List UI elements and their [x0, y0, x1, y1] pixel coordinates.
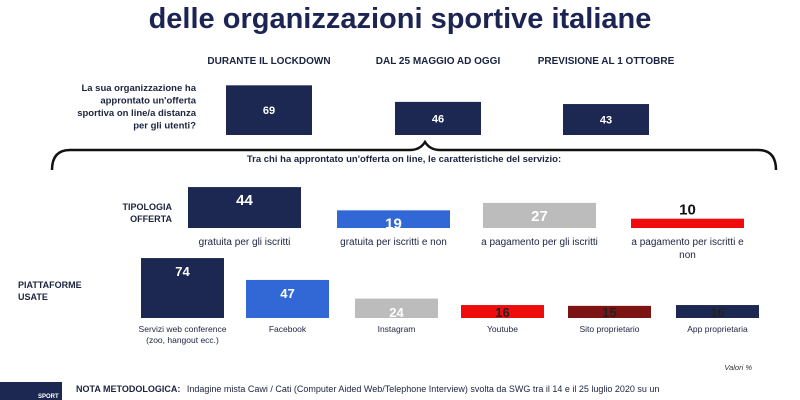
- logo-block: [0, 382, 62, 400]
- bar-piattaforme: [568, 305, 651, 318]
- bar-tipologia: [483, 202, 596, 228]
- category-header: DURANTE IL LOCKDOWN: [207, 56, 330, 67]
- category-label: App proprietaria: [687, 324, 748, 334]
- bar-value-label: 15: [602, 305, 616, 320]
- methodology-note: NOTA METODOLOGICA: Indagine mista Cawi /…: [76, 384, 659, 394]
- bar-value-label: 27: [531, 208, 548, 225]
- row-label: USATE: [18, 292, 48, 302]
- category-label: non: [679, 250, 696, 261]
- bar-piattaforme: [246, 279, 329, 318]
- bar-value-label: 16: [495, 305, 509, 320]
- methodology-note-label: NOTA METODOLOGICA:: [76, 384, 180, 394]
- bar-piattaforme: [141, 258, 224, 318]
- bar-value-label: 24: [389, 305, 404, 320]
- category-header: PREVISIONE AL 1 OTTOBRE: [538, 56, 675, 67]
- category-label: (zoo, hangout ecc.): [146, 335, 219, 345]
- bar-tipologia: [337, 210, 450, 228]
- bar-lockdown-question: [226, 85, 312, 135]
- section-header: Tra chi ha approntato un'offerta on line…: [247, 154, 561, 165]
- question-line: sportiva on line/a distanza: [77, 108, 196, 119]
- category-label: Instagram: [378, 324, 416, 334]
- category-label: a pagamento per gli iscritti: [481, 237, 598, 248]
- page-title: delle organizzazioni sportive italiane: [149, 3, 652, 35]
- bar-lockdown-question: [563, 104, 649, 135]
- bar-value-label: 74: [175, 264, 190, 279]
- bar-lockdown-question: [395, 101, 481, 135]
- category-header: DAL 25 MAGGIO AD OGGI: [376, 56, 501, 67]
- question-line: approntato un'offerta: [100, 96, 196, 107]
- row-label: TIPOLOGIA: [123, 202, 173, 212]
- bar-tipologia: [631, 218, 744, 228]
- category-label: Youtube: [487, 324, 518, 334]
- methodology-note-text: Indagine mista Cawi / Cati (Computer Aid…: [187, 384, 660, 394]
- bar-tipologia: [188, 187, 301, 228]
- bar-value-label: 19: [385, 215, 402, 232]
- bar-value-label: 10: [679, 202, 696, 219]
- bar-value-label: 47: [280, 286, 294, 301]
- bar-piattaforme: [676, 305, 759, 318]
- section-brace: [50, 139, 778, 171]
- category-label: a pagamento per iscritti e: [631, 237, 744, 248]
- question-line: per gli utenti?: [133, 121, 196, 132]
- category-label: Servizi web conference: [139, 324, 227, 334]
- category-label: Facebook: [269, 324, 307, 334]
- values-note: Valori %: [724, 363, 752, 372]
- bar-value-label: 43: [600, 115, 612, 127]
- bar-piattaforme: [461, 305, 544, 318]
- bar-piattaforme: [355, 298, 438, 318]
- category-label: gratuita per gli iscritti: [199, 237, 291, 248]
- category-label: gratuita per iscritti e non: [340, 237, 447, 248]
- bar-value-label: 69: [263, 105, 275, 117]
- bar-value-label: 44: [236, 192, 253, 209]
- row-label: PIATTAFORME: [18, 280, 82, 290]
- logo-text: SPORT: [38, 394, 59, 400]
- category-label: Sito proprietario: [579, 324, 639, 334]
- row-label: OFFERTA: [130, 214, 172, 224]
- bar-value-label: 46: [432, 113, 444, 125]
- bar-value-label: 16: [710, 305, 724, 320]
- question-line: La sua organizzazione ha: [81, 83, 196, 94]
